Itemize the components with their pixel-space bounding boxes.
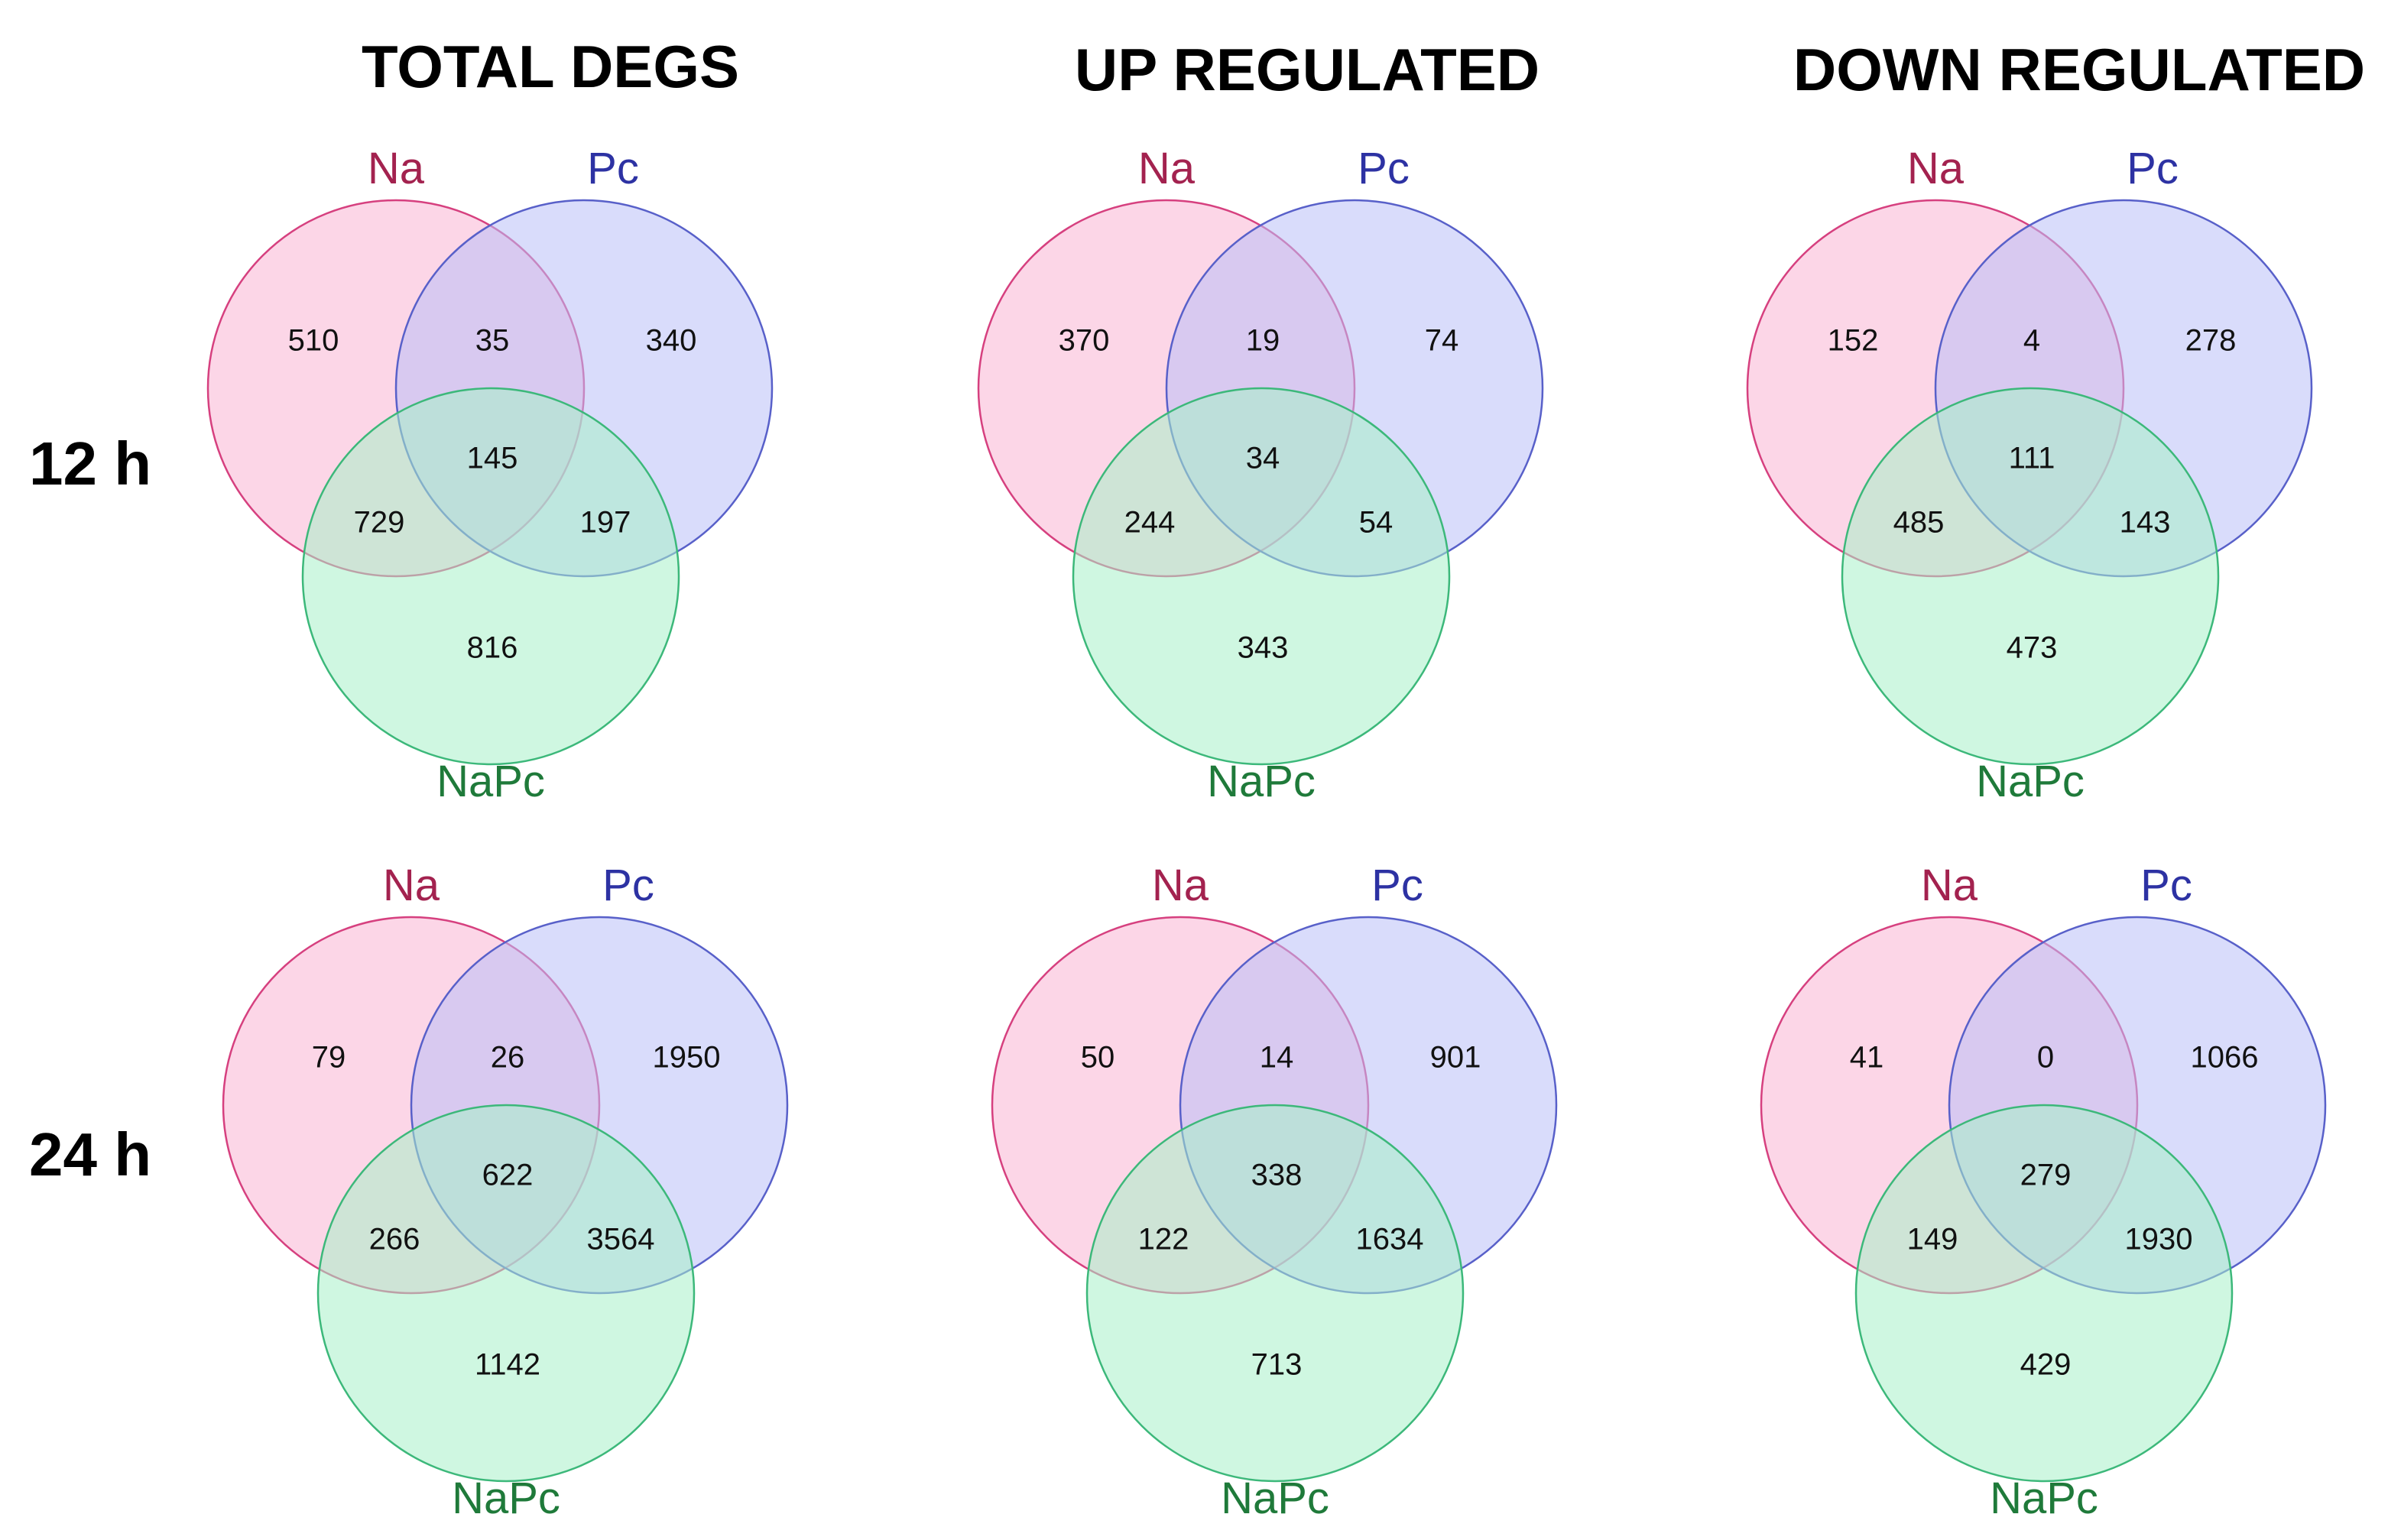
row-label: 24 h (29, 1120, 151, 1188)
region-abc: 145 (467, 442, 518, 475)
set-label-na: Na (1138, 144, 1196, 193)
region-abc: 338 (1251, 1159, 1303, 1192)
set-label-na: Na (368, 144, 425, 193)
region-ac: 729 (354, 506, 405, 540)
region-ab: 26 (491, 1041, 525, 1075)
region-bc: 1930 (2125, 1223, 2193, 1256)
region-a-only: 370 (1059, 324, 1110, 358)
set-label-pc: Pc (2140, 861, 2192, 910)
set-label-napc: NaPc (1976, 757, 2085, 806)
region-bc: 1634 (1356, 1223, 1424, 1256)
circle-napc (1085, 1104, 1465, 1483)
region-a-only: 50 (1081, 1041, 1115, 1075)
region-bc: 197 (580, 506, 631, 540)
region-ab: 35 (475, 324, 510, 358)
region-ac: 485 (1893, 506, 1945, 540)
column-title: TOTAL DEGS (362, 33, 739, 100)
region-c-only: 343 (1238, 631, 1289, 665)
circle-napc (301, 387, 680, 766)
region-c-only: 1142 (475, 1348, 540, 1382)
region-ac: 122 (1138, 1223, 1189, 1256)
set-label-pc: Pc (587, 144, 639, 193)
set-label-napc: NaPc (452, 1474, 560, 1523)
region-a-only: 41 (1850, 1041, 1884, 1075)
region-c-only: 429 (2020, 1348, 2072, 1382)
region-ab: 14 (1260, 1041, 1294, 1075)
region-c-only: 473 (2007, 631, 2058, 665)
region-bc: 3564 (587, 1223, 655, 1256)
circle-napc (1854, 1104, 2234, 1483)
region-ab: 19 (1246, 324, 1280, 358)
region-a-only: 152 (1828, 324, 1879, 358)
region-bc: 143 (2120, 506, 2171, 540)
region-b-only: 1066 (2191, 1041, 2259, 1075)
region-a-only: 510 (288, 324, 339, 358)
set-label-pc: Pc (2127, 144, 2179, 193)
circle-napc (316, 1104, 696, 1483)
column-title: DOWN REGULATED (1793, 36, 2365, 103)
circle-napc (1072, 387, 1451, 766)
set-label-na: Na (1152, 861, 1209, 910)
region-ab: 0 (2037, 1041, 2054, 1075)
region-a-only: 79 (312, 1041, 346, 1075)
set-label-napc: NaPc (1990, 1474, 2098, 1523)
region-b-only: 1950 (653, 1041, 721, 1075)
set-label-na: Na (1921, 861, 1978, 910)
set-label-pc: Pc (1371, 861, 1423, 910)
set-label-napc: NaPc (436, 757, 545, 806)
region-bc: 54 (1359, 506, 1394, 540)
region-abc: 34 (1246, 442, 1280, 475)
region-b-only: 278 (2185, 324, 2237, 358)
set-label-na: Na (1907, 144, 1965, 193)
region-b-only: 340 (646, 324, 697, 358)
region-ac: 244 (1124, 506, 1176, 540)
set-label-na: Na (383, 861, 440, 910)
set-label-pc: Pc (602, 861, 654, 910)
set-label-pc: Pc (1358, 144, 1410, 193)
region-b-only: 74 (1425, 324, 1459, 358)
region-abc: 111 (2009, 442, 2055, 475)
set-label-napc: NaPc (1221, 1474, 1329, 1523)
column-title: UP REGULATED (1075, 36, 1540, 103)
row-label: 12 h (29, 430, 151, 498)
circle-napc (1841, 387, 2220, 766)
region-b-only: 901 (1430, 1041, 1481, 1075)
set-label-napc: NaPc (1207, 757, 1316, 806)
region-ab: 4 (2023, 324, 2040, 358)
region-c-only: 713 (1251, 1348, 1303, 1382)
region-abc: 622 (482, 1159, 534, 1192)
region-c-only: 816 (467, 631, 518, 665)
region-ac: 266 (369, 1223, 420, 1256)
region-abc: 279 (2020, 1159, 2072, 1192)
region-ac: 149 (1907, 1223, 1958, 1256)
